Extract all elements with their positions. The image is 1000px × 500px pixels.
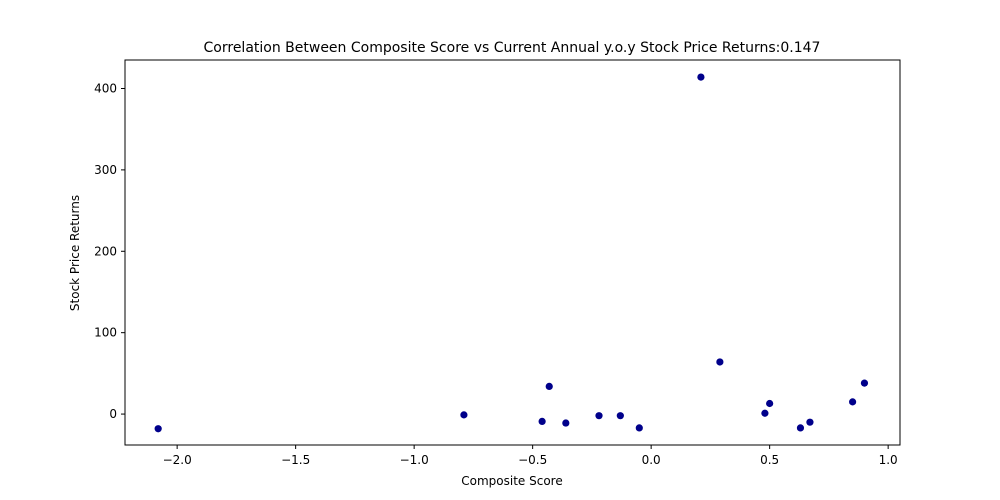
x-tick-label: 0.0 <box>642 453 661 467</box>
data-point <box>562 419 570 427</box>
data-point <box>697 73 705 81</box>
y-axis-label: Stock Price Returns <box>68 195 82 311</box>
data-point <box>460 411 468 419</box>
data-point <box>635 424 643 432</box>
plot-area <box>154 73 869 433</box>
data-point <box>716 358 724 366</box>
data-point <box>538 417 546 425</box>
data-point <box>848 398 857 406</box>
y-axis: 0 100 200 300 400 <box>94 81 125 421</box>
data-point <box>154 425 162 433</box>
data-point <box>766 399 774 408</box>
x-axis-label: Composite Score <box>461 474 562 488</box>
x-tick-label: 1.0 <box>879 453 898 467</box>
data-point <box>616 412 624 420</box>
data-point <box>860 379 869 387</box>
x-tick-label: −2.0 <box>163 453 192 467</box>
data-point <box>796 424 805 432</box>
data-point <box>761 409 769 417</box>
x-axis: −2.0 −1.5 −1.0 −0.5 0.0 0.5 1.0 <box>163 445 898 467</box>
y-tick-label: 300 <box>94 163 117 177</box>
data-point <box>595 412 603 420</box>
x-tick-label: −1.0 <box>400 453 429 467</box>
y-tick-label: 0 <box>109 407 117 421</box>
chart-title: Correlation Between Composite Score vs C… <box>204 40 821 56</box>
y-tick-label: 100 <box>94 326 117 340</box>
x-tick-label: 0.5 <box>760 453 779 467</box>
y-tick-label: 400 <box>94 81 117 95</box>
axes-frame <box>124 59 901 446</box>
x-tick-label: −1.5 <box>281 453 310 467</box>
data-point <box>545 382 553 390</box>
y-tick-label: 200 <box>94 244 117 258</box>
x-tick-label: −0.5 <box>518 453 547 467</box>
data-point <box>806 418 814 426</box>
